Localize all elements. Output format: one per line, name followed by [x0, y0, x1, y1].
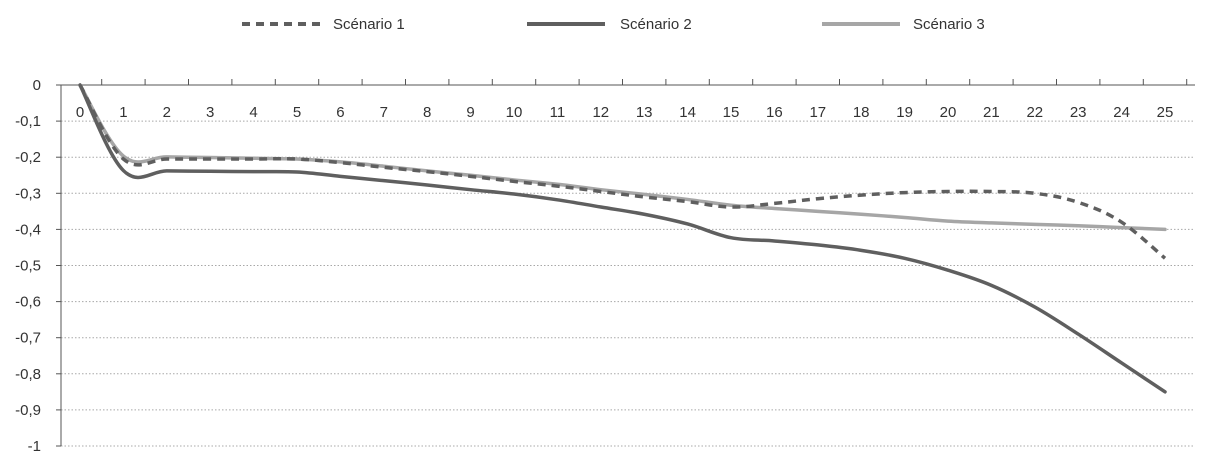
legend-label: Scénario 2	[620, 16, 692, 33]
x-tick-label: 1	[119, 104, 127, 121]
x-tick-label: 21	[983, 104, 1000, 121]
series-lines	[78, 83, 1167, 394]
chart-legend: Scénario 1 Scénario 2 Scénario 3	[242, 16, 985, 33]
x-tick-label: 24	[1113, 104, 1130, 121]
x-tick-label: 5	[293, 104, 301, 121]
x-tick-label: 16	[766, 104, 783, 121]
y-tick-label: -1	[28, 438, 41, 455]
chart-axes	[56, 79, 1195, 447]
series-line-scenario-3	[78, 83, 1167, 232]
x-tick-label: 6	[336, 104, 344, 121]
x-tick-label: 14	[679, 104, 696, 121]
x-tick-label: 11	[550, 104, 566, 121]
legend-label: Scénario 3	[913, 16, 985, 33]
x-tick-label: 15	[723, 104, 740, 121]
x-tick-label: 22	[1026, 104, 1043, 121]
legend-item-scenario-2: Scénario 2	[527, 16, 692, 33]
y-tick-label: -0,3	[15, 185, 41, 202]
y-tick-label: -0,4	[15, 221, 41, 238]
x-tick-label: 2	[163, 104, 171, 121]
y-tick-label: -0,9	[15, 402, 41, 419]
x-axis-tick-labels: 0 1 2 3 4 5 6 7 8 9 10 11 12 13 14 15 16 17 18 19 20 21 22 23 24…	[76, 104, 1174, 121]
x-tick-label: 20	[940, 104, 957, 121]
x-tick-label: 4	[249, 104, 257, 121]
y-tick-label: -0,6	[15, 294, 41, 311]
x-tick-label: 10	[506, 104, 523, 121]
x-tick-label: 19	[896, 104, 913, 121]
x-tick-label: 3	[206, 104, 214, 121]
x-tick-label: 9	[466, 104, 474, 121]
x-tick-label: 7	[380, 104, 388, 121]
x-tick-label: 12	[592, 104, 609, 121]
x-tick-label: 23	[1070, 104, 1087, 121]
x-tick-label: 8	[423, 104, 431, 121]
y-tick-label: 0	[33, 77, 41, 94]
x-tick-label: 0	[76, 104, 84, 121]
legend-item-scenario-1: Scénario 1	[242, 16, 405, 33]
series-line-scenario-2	[78, 83, 1167, 394]
x-tick-label: 13	[636, 104, 653, 121]
legend-item-scenario-3: Scénario 3	[822, 16, 985, 33]
y-tick-label: -0,7	[15, 330, 41, 347]
x-tick-label: 18	[853, 104, 870, 121]
y-axis-tick-labels: 0 -0,1 -0,2 -0,3 -0,4 -0,5 -0,6 -0,7 -0,8 -0,9 -1	[15, 77, 41, 455]
y-tick-label: -0,8	[15, 366, 41, 383]
legend-label: Scénario 1	[333, 16, 405, 33]
y-tick-label: -0,2	[15, 149, 41, 166]
x-tick-label: 17	[809, 104, 826, 121]
y-tick-label: -0,5	[15, 258, 41, 275]
y-tick-label: -0,1	[15, 113, 41, 130]
x-tick-label: 25	[1157, 104, 1174, 121]
series-line-scenario-1	[78, 84, 1167, 260]
